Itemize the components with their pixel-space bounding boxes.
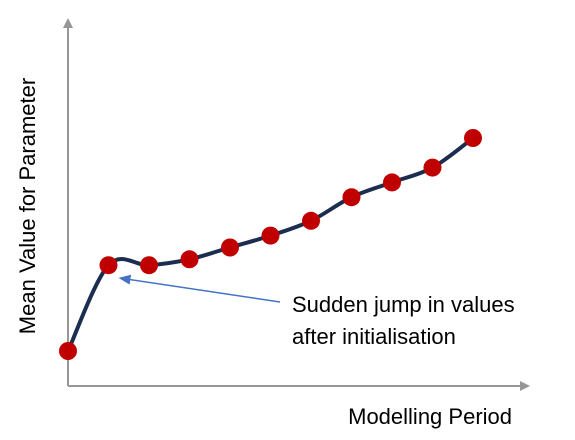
data-point bbox=[59, 342, 77, 360]
data-point bbox=[302, 211, 320, 230]
data-point bbox=[221, 238, 239, 257]
data-points bbox=[59, 129, 482, 360]
data-point bbox=[180, 250, 199, 269]
y-axis-label: Mean Value for Parameter bbox=[15, 78, 40, 334]
annotation-text: Sudden jump in values after initialisati… bbox=[292, 292, 521, 349]
data-point bbox=[99, 256, 118, 275]
data-point bbox=[342, 188, 361, 207]
annotation-arrow bbox=[118, 274, 281, 303]
data-point bbox=[140, 256, 158, 275]
data-point bbox=[464, 129, 482, 147]
annotation-line-2: after initialisation bbox=[292, 324, 456, 349]
data-point bbox=[383, 173, 401, 192]
annotation-line-1: Sudden jump in values bbox=[292, 292, 515, 317]
data-point bbox=[261, 226, 280, 245]
data-point bbox=[423, 158, 442, 177]
x-axis-label: Modelling Period bbox=[348, 404, 512, 429]
